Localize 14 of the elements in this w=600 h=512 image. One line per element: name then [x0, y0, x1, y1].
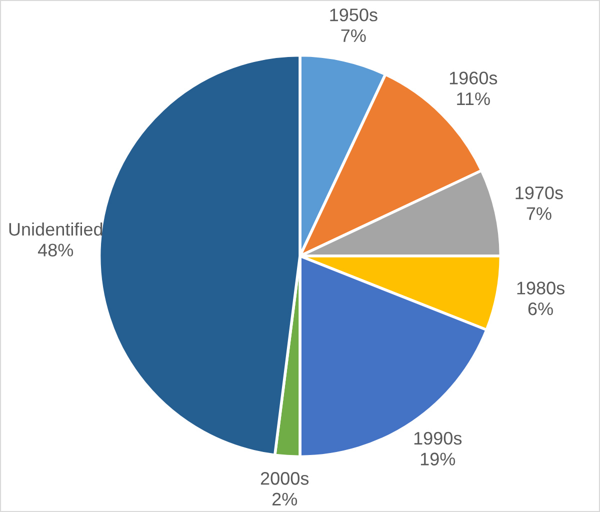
- slice-label: Unidentified: [9, 222, 102, 236]
- data-label: 7%: [341, 29, 366, 42]
- slice-label: 1970s: [516, 186, 563, 200]
- data-label: 11%: [457, 92, 490, 106]
- data-label: 6%: [528, 302, 553, 316]
- data-label: 48%: [38, 244, 74, 256]
- slice-label: 2000s: [260, 472, 309, 485]
- data-label: 2%: [272, 492, 298, 506]
- slice-label: 1950s: [330, 8, 378, 22]
- slice-label: 1960s: [450, 72, 498, 84]
- data-label: 19%: [420, 452, 456, 466]
- data-label: 7%: [526, 207, 552, 220]
- slice-label: 1990s: [414, 432, 462, 445]
- slice-label: 1980s: [517, 282, 564, 294]
